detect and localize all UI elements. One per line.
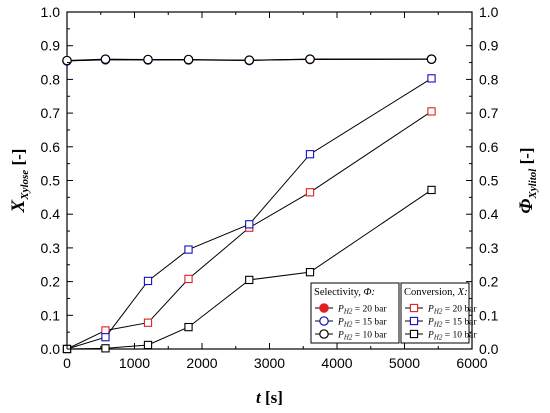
- y-tick-label-left: 0.5: [41, 173, 61, 189]
- series-selectivity-10: [62, 54, 437, 66]
- y-tick-label-left: 0.2: [41, 274, 61, 290]
- data-point: [183, 54, 194, 65]
- data-point: [305, 54, 315, 64]
- y-tick-label-left: 0.6: [41, 139, 61, 155]
- legend-marker: [319, 316, 329, 326]
- legend-label: PH2 = 10 bar: [337, 331, 387, 342]
- y-tick-label-right: 0.1: [479, 307, 499, 323]
- data-point: [426, 54, 437, 64]
- data-point: [245, 220, 254, 229]
- y-tick-label-right: 0.8: [479, 71, 499, 87]
- y-tick-label-left: 0.8: [41, 71, 61, 87]
- y-tick-label-right: 0.0: [479, 341, 499, 357]
- legend-label: PH2 = 15 bar: [337, 318, 387, 329]
- x-tick-label: 3000: [254, 355, 285, 371]
- data-point: [305, 268, 315, 277]
- y-tick-label-right: 0.4: [479, 206, 499, 222]
- legend-marker: [409, 303, 419, 313]
- y-tick-label-left: 0.7: [41, 105, 61, 121]
- legend-label: PH2 = 10 bar: [427, 331, 477, 342]
- data-point: [427, 107, 436, 116]
- y-tick-label-left: 0.3: [41, 240, 61, 256]
- y-tick-label-right: 0.6: [479, 139, 499, 155]
- data-point: [184, 274, 193, 284]
- series-layer: [62, 54, 437, 354]
- data-point: [184, 245, 193, 254]
- data-point: [427, 74, 436, 83]
- legend-marker: [409, 329, 419, 339]
- data-point: [143, 276, 153, 286]
- legend-conversion: Conversion, X: PH2 = 20 bar PH2 = 15 bar PH…: [400, 282, 477, 344]
- data-point: [101, 333, 110, 342]
- data-point: [244, 55, 255, 65]
- data-point: [184, 322, 193, 332]
- y-tick-label-right: 0.5: [479, 173, 499, 189]
- legend-selectivity: Selectivity, Φ: PH2 = 20 bar PH2 = 15 bar P…: [310, 282, 400, 344]
- data-point: [143, 318, 153, 327]
- y-tick-label-right: 0.3: [479, 240, 499, 256]
- x-axis-title: t [s]: [256, 388, 283, 407]
- legend-label: PH2 = 15 bar: [427, 318, 477, 329]
- data-point: [305, 150, 315, 159]
- y-tick-label-left: 0.9: [41, 38, 61, 54]
- y-tick-label-left: 0.0: [41, 341, 61, 357]
- y-tick-label-left: 0.4: [41, 206, 61, 222]
- x-tick-label: 1000: [119, 355, 150, 371]
- data-point: [101, 326, 110, 335]
- y-axis-title-right: ΦXylitol [-]: [516, 147, 539, 213]
- legend-marker: [319, 329, 329, 339]
- y-tick-label-right: 0.7: [479, 105, 499, 121]
- legend-label: PH2 = 20 bar: [337, 305, 387, 316]
- data-point: [62, 55, 72, 66]
- y-tick-label-right: 0.2: [479, 274, 499, 290]
- y-tick-label-right: 0.9: [479, 38, 499, 54]
- legend-marker: [319, 303, 329, 313]
- data-point: [101, 344, 110, 353]
- y-tick-label-left: 0.1: [41, 307, 61, 323]
- x-tick-label: 6000: [456, 355, 487, 371]
- legend: Selectivity, Φ: PH2 = 20 bar PH2 = 15 bar P…: [310, 282, 477, 344]
- data-point: [305, 188, 315, 197]
- y-axis-title-left: XXylose [-]: [8, 149, 31, 214]
- data-point: [143, 54, 153, 65]
- x-tick-label: 2000: [186, 355, 217, 371]
- legend-marker: [409, 316, 419, 326]
- data-point: [427, 185, 436, 195]
- legend-title: Conversion, X:: [404, 287, 468, 298]
- y-tick-label-left: 1.0: [41, 4, 61, 20]
- data-point: [143, 340, 153, 350]
- x-tick-label: 0: [63, 355, 71, 371]
- legend-label: PH2 = 20 bar: [427, 305, 477, 316]
- x-tick-label: 5000: [389, 355, 420, 371]
- legend-title: Selectivity, Φ:: [314, 287, 375, 298]
- data-point: [100, 54, 111, 64]
- data-point: [245, 275, 254, 285]
- y-tick-label-right: 1.0: [479, 4, 499, 20]
- x-tick-label: 4000: [321, 355, 352, 371]
